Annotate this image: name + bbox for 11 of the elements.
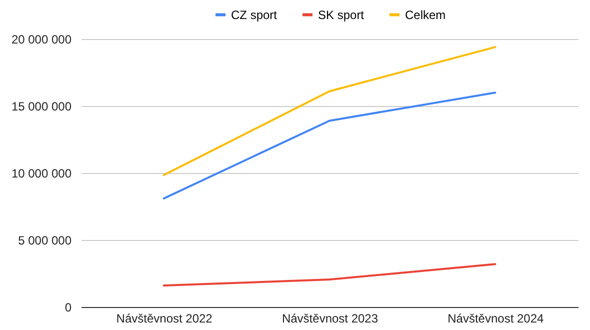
x-tick-label: Návštěvnost 2023 (282, 312, 378, 326)
legend-label: SK sport (318, 8, 365, 22)
y-tick-label: 20 000 000 (11, 32, 72, 46)
x-tick-label: Návštěvnost 2024 (448, 312, 544, 326)
y-tick-label: 15 000 000 (11, 100, 72, 114)
legend-label: CZ sport (231, 8, 278, 22)
x-tick-label: Návštěvnost 2022 (116, 312, 213, 326)
y-tick-label: 5 000 000 (18, 234, 72, 248)
y-tick-label: 10 000 000 (11, 166, 72, 180)
y-tick-label: 0 (64, 300, 72, 314)
legend-label: Celkem (405, 8, 446, 22)
